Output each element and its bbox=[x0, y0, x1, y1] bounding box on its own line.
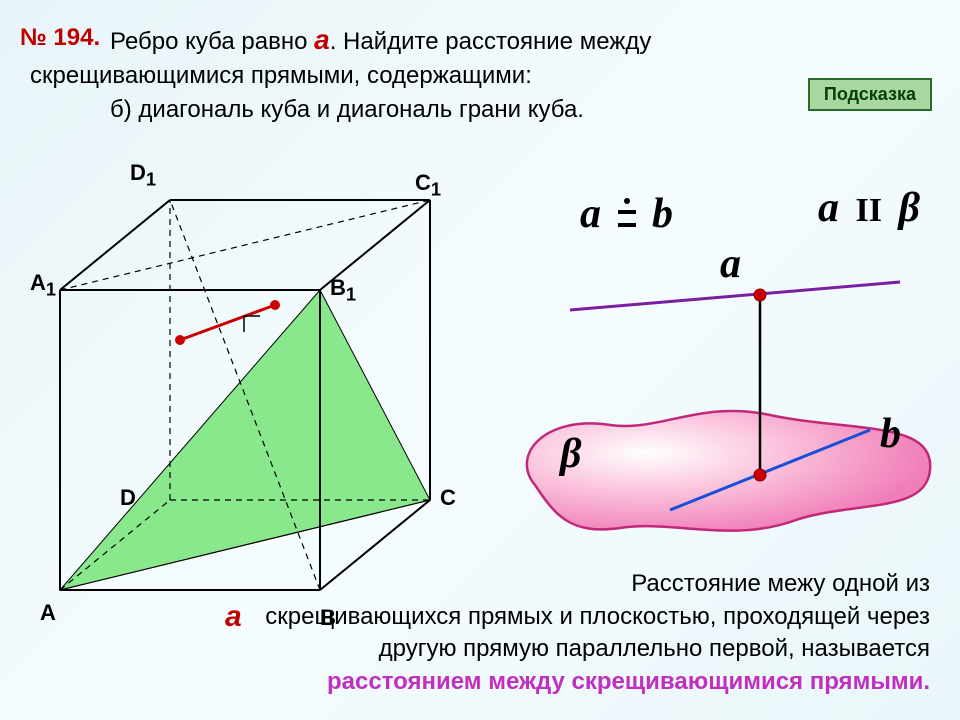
formula-skew-a: a bbox=[580, 191, 601, 237]
cube-diagram: A B C D A1 B1 C1 D1 а bbox=[20, 150, 460, 610]
point-m bbox=[175, 335, 185, 345]
cube-svg bbox=[20, 150, 460, 630]
problem-line2: скрещивающимися прямыми, содержащими: bbox=[30, 59, 532, 93]
label-C1: C1 bbox=[415, 170, 441, 200]
plane-beta bbox=[527, 411, 930, 531]
skew-symbol-icon bbox=[618, 204, 636, 230]
footer-line3: другую прямую параллельно первой, называ… bbox=[379, 635, 930, 662]
formula-skew: a b bbox=[580, 190, 673, 238]
formula-par-a: a bbox=[818, 185, 839, 231]
plane-svg bbox=[500, 240, 940, 570]
footer-line2: скрещивающихся прямых и плоскостью, прох… bbox=[265, 603, 930, 630]
point-on-a bbox=[754, 289, 766, 301]
footer-line1: Расстояние межу одной из bbox=[631, 570, 930, 597]
label-line-a: a bbox=[720, 240, 741, 288]
point-n bbox=[270, 300, 280, 310]
problem-number: № 194. bbox=[20, 24, 100, 52]
problem-line3: б) диагональ куба и диагональ грани куба… bbox=[110, 96, 584, 123]
formula-par-beta: β bbox=[898, 185, 920, 231]
label-D1: D1 bbox=[130, 160, 156, 190]
label-beta: β bbox=[560, 430, 582, 478]
label-line-b: b bbox=[880, 410, 901, 458]
point-on-b bbox=[754, 469, 766, 481]
label-A1: A1 bbox=[30, 270, 56, 300]
definition-text: Расстояние межу одной из скрещивающихся … bbox=[40, 568, 930, 698]
formula-skew-b: b bbox=[652, 191, 673, 237]
label-C: C bbox=[440, 485, 456, 511]
formula-parallel: a II β bbox=[818, 184, 920, 232]
perpendicular-segment bbox=[180, 305, 275, 340]
label-D: D bbox=[120, 485, 136, 511]
right-angle-mark bbox=[244, 316, 260, 332]
skew-lines-diagram: a b a II β a b β bbox=[500, 190, 940, 550]
hint-button[interactable]: Подсказка bbox=[808, 78, 932, 111]
label-B1: B1 bbox=[330, 275, 356, 305]
problem-line1-post: . Найдите расстояние между bbox=[330, 28, 652, 55]
edge-variable: а bbox=[314, 24, 330, 55]
problem-line1-pre: Ребро куба равно bbox=[110, 28, 314, 55]
footer-highlight: расстоянием между скрещивающимися прямым… bbox=[327, 668, 930, 695]
parallel-symbol: II bbox=[856, 192, 882, 229]
